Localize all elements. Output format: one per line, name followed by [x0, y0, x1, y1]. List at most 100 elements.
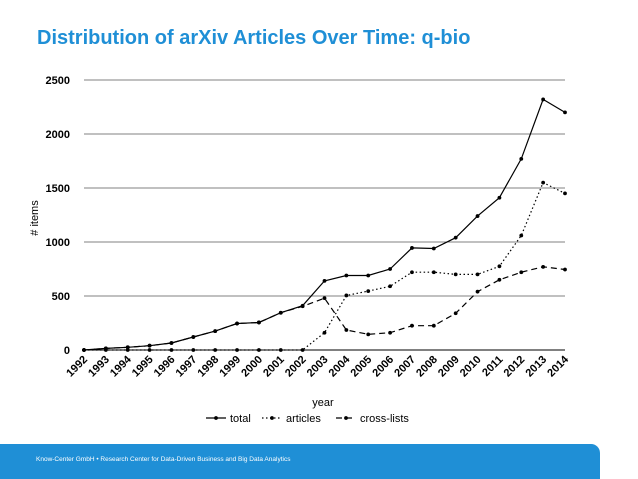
- data-point-articles: [344, 293, 349, 298]
- x-tick-label: 2008: [414, 354, 440, 380]
- data-point-cross-lists: [235, 321, 239, 326]
- data-point-articles: [431, 270, 436, 275]
- y-tick-labels: 0 500 1000 1500 2000 2500: [46, 75, 70, 357]
- data-point-total: [344, 273, 349, 278]
- data-point-total: [563, 110, 567, 115]
- y-tick-label: 2000: [46, 129, 70, 141]
- data-point-total: [541, 97, 546, 102]
- data-point-cross-lists: [300, 304, 305, 309]
- y-axis-label: # items: [29, 200, 41, 236]
- x-tick-label: 2011: [480, 354, 505, 379]
- data-point-cross-lists: [519, 270, 524, 275]
- data-point-articles: [278, 348, 283, 352]
- data-point-total: [366, 273, 371, 278]
- legend-marker-total: [214, 416, 218, 420]
- series-lines: [82, 97, 567, 352]
- data-point-cross-lists: [213, 329, 218, 333]
- legend-label-cross-lists: cross-lists: [360, 413, 409, 425]
- data-point-articles: [235, 348, 239, 352]
- legend-marker-cross-lists: [344, 416, 348, 420]
- data-point-cross-lists: [541, 264, 546, 269]
- x-tick-label: 2009: [436, 354, 462, 380]
- data-point-articles: [541, 180, 546, 185]
- x-tick-label: 2002: [283, 354, 309, 380]
- x-tick-label: 1997: [174, 354, 200, 380]
- data-point-cross-lists: [191, 335, 196, 339]
- y-tick-label: 1000: [46, 237, 70, 249]
- data-point-articles: [147, 348, 152, 352]
- data-point-articles: [410, 270, 414, 275]
- y-tick-label: 0: [64, 345, 70, 357]
- x-tick-label: 2000: [239, 354, 265, 380]
- x-tick-label: 1993: [86, 354, 112, 380]
- data-point-cross-lists: [82, 348, 86, 352]
- data-point-articles: [453, 272, 458, 277]
- y-tick-label: 2500: [46, 75, 70, 87]
- data-point-articles: [475, 272, 480, 277]
- data-point-articles: [257, 348, 261, 352]
- x-tick-label: 1994: [108, 353, 134, 379]
- data-point-total: [497, 195, 502, 200]
- x-tick-label: 2006: [370, 354, 396, 380]
- data-point-cross-lists: [344, 328, 349, 332]
- data-point-total: [519, 156, 524, 161]
- x-tick-label: 2003: [305, 354, 331, 380]
- x-tick-label: 1996: [152, 354, 178, 380]
- data-point-cross-lists: [125, 345, 130, 350]
- data-point-total: [475, 214, 480, 218]
- series-cross-lists: [82, 264, 567, 352]
- data-point-cross-lists: [322, 296, 327, 301]
- x-tick-label: 1998: [196, 354, 222, 380]
- grid-lines: [84, 79, 565, 351]
- data-point-cross-lists: [169, 341, 174, 345]
- series-line-total: [83, 98, 566, 351]
- x-tick-label: 2007: [392, 354, 418, 380]
- x-tick-label: 2012: [502, 354, 528, 380]
- x-tick-label: 2014: [545, 353, 571, 379]
- data-point-cross-lists: [431, 323, 436, 328]
- data-point-total: [410, 246, 414, 250]
- footer-bar: Know-Center GmbH • Research Center for D…: [0, 444, 600, 479]
- data-point-cross-lists: [388, 330, 392, 335]
- data-point-articles: [125, 348, 130, 352]
- x-tick-label: 1995: [130, 354, 156, 380]
- slide-title: Distribution of arXiv Articles Over Time…: [37, 27, 471, 49]
- data-point-articles: [563, 191, 567, 196]
- x-tick-label: 2013: [523, 354, 549, 380]
- data-point-cross-lists: [410, 323, 414, 328]
- data-point-total: [388, 267, 392, 271]
- x-axis-label: year: [312, 397, 334, 409]
- data-point-cross-lists: [497, 277, 502, 282]
- series-line-cross-lists: [83, 266, 566, 351]
- footer-text: Know-Center GmbH • Research Center for D…: [36, 456, 291, 463]
- data-point-articles: [300, 348, 305, 352]
- data-point-cross-lists: [563, 267, 567, 272]
- data-point-articles: [191, 348, 196, 352]
- data-point-articles: [366, 289, 371, 294]
- data-point-articles: [322, 330, 327, 335]
- data-point-articles: [519, 233, 524, 238]
- series-line-articles: [84, 181, 566, 351]
- y-tick-label: 500: [52, 291, 70, 303]
- data-point-cross-lists: [257, 320, 261, 325]
- legend: total articles cross-lists: [206, 413, 409, 425]
- data-point-articles: [388, 284, 392, 289]
- data-point-cross-lists: [103, 346, 108, 351]
- data-point-cross-lists: [147, 343, 152, 348]
- data-point-total: [453, 235, 458, 240]
- data-point-articles: [213, 348, 218, 352]
- data-point-cross-lists: [366, 332, 371, 337]
- x-tick-label: 2004: [327, 353, 353, 379]
- data-point-total: [322, 278, 327, 283]
- legend-marker-articles: [270, 416, 274, 420]
- series-articles: [82, 180, 567, 352]
- legend-label-articles: articles: [286, 413, 321, 425]
- legend-label-total: total: [230, 413, 251, 425]
- y-tick-label: 1500: [46, 183, 70, 195]
- x-tick-label: 2001: [261, 354, 287, 380]
- x-tick-label: 2005: [349, 354, 375, 380]
- data-point-cross-lists: [475, 289, 480, 294]
- x-tick-label: 1992: [64, 354, 90, 380]
- data-point-cross-lists: [278, 310, 283, 315]
